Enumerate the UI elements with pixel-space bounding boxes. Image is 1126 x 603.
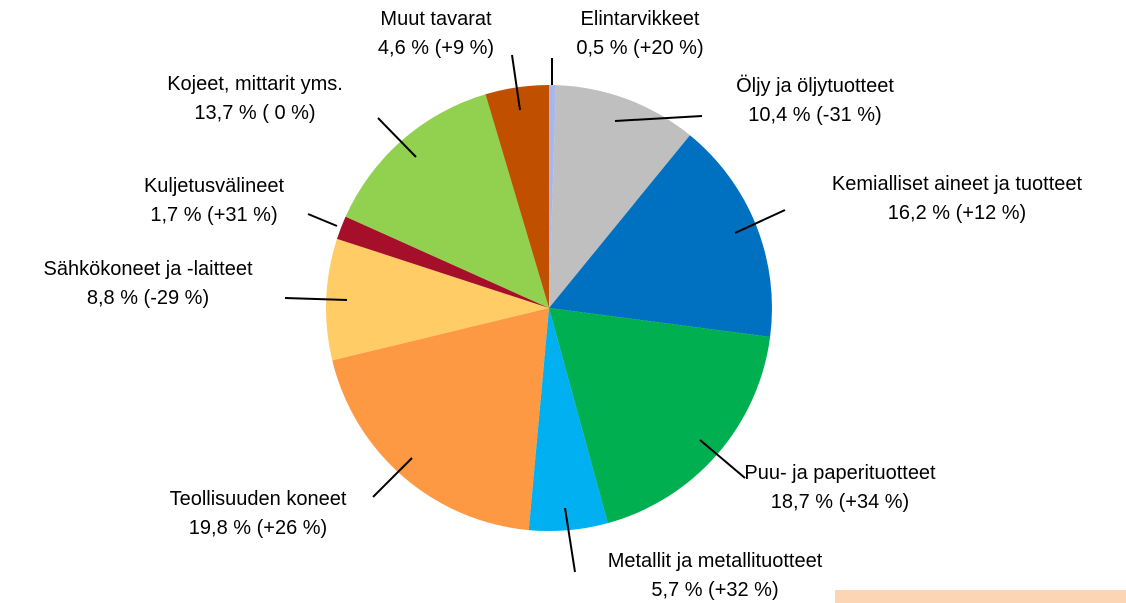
value-label: 13,7 % ( 0 %)	[194, 102, 315, 124]
leader-line	[377, 117, 417, 158]
value-label: 16,2 % (+12 %)	[888, 202, 1026, 224]
leader-line	[614, 115, 703, 122]
value-label: 8,8 % (-29 %)	[87, 287, 209, 309]
leader-line	[307, 213, 338, 227]
value-label: 10,4 % (-31 %)	[748, 104, 881, 126]
slice-label: Kemialliset aineet ja tuotteet	[832, 173, 1083, 195]
leader-line	[699, 439, 746, 479]
slice-label: Teollisuuden koneet	[170, 488, 347, 510]
slice-label: Elintarvikkeet	[581, 8, 700, 30]
pie-slice	[549, 85, 690, 308]
leader-line	[734, 209, 786, 234]
leader-line	[511, 54, 521, 111]
pie-slice	[345, 94, 549, 309]
slice-label: Öljy ja öljytuotteet	[736, 75, 894, 97]
value-label: 5,7 % (+32 %)	[651, 579, 778, 601]
slice-label: Kuljetusvälineet	[144, 175, 285, 197]
slice-label: Kojeet, mittarit yms.	[167, 73, 343, 95]
slice-label: Muut tavarat	[380, 8, 492, 30]
value-label: 0,5 % (+20 %)	[576, 37, 703, 59]
pie-slice	[332, 308, 549, 531]
leader-line	[564, 507, 576, 573]
slice-label: Metallit ja metallituotteet	[608, 550, 823, 572]
pie-slice	[337, 216, 549, 308]
decoration	[835, 590, 1126, 603]
pie-slice	[528, 308, 608, 531]
value-label: 18,7 % (+34 %)	[771, 491, 909, 513]
leader-line	[284, 297, 348, 301]
slice-label: Puu- ja paperituotteet	[744, 462, 936, 484]
pie-slice	[549, 85, 556, 308]
value-label: 1,7 % (+31 %)	[150, 204, 277, 226]
pie-slice	[485, 85, 549, 308]
value-label: 19,8 % (+26 %)	[189, 517, 327, 539]
pie-slice	[549, 308, 771, 524]
leader-line	[372, 457, 413, 498]
pie-slice	[326, 238, 549, 361]
value-label: 4,6 % (+9 %)	[378, 37, 494, 59]
pie-slice	[549, 135, 772, 337]
slice-label: Sähkökoneet ja -laitteet	[43, 258, 252, 280]
